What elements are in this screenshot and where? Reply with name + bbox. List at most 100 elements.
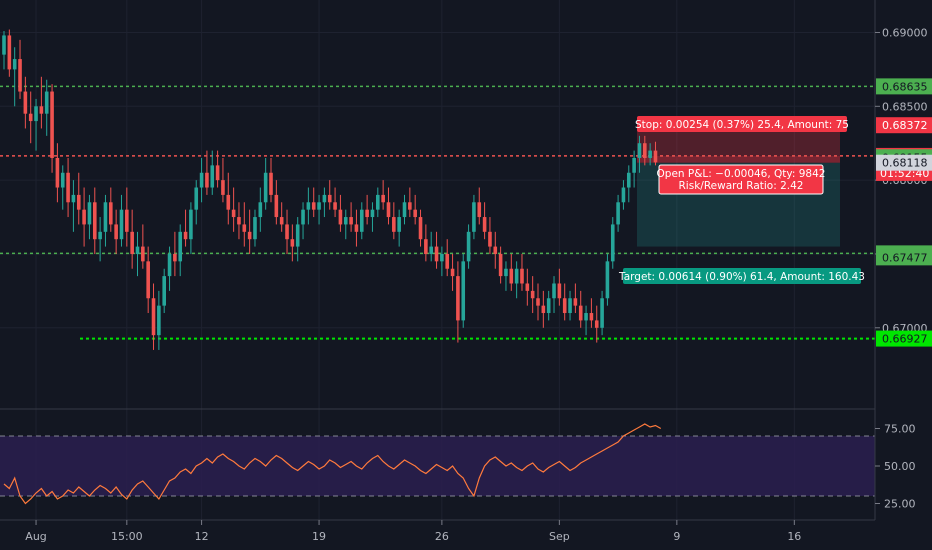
rr-label-text: Risk/Reward Ratio: 2.42 xyxy=(679,180,804,192)
candle-body xyxy=(295,224,300,247)
candles xyxy=(2,29,658,350)
time-tick-label: 26 xyxy=(435,530,449,543)
candle-body xyxy=(610,224,615,262)
candle-body xyxy=(546,298,551,314)
candle-body xyxy=(109,202,113,225)
candle-body xyxy=(327,194,332,203)
time-tick-label: Sep xyxy=(549,530,570,543)
candle-body xyxy=(2,35,6,55)
candle-body xyxy=(461,261,466,321)
candle-body xyxy=(424,239,428,254)
candle-body xyxy=(626,172,631,188)
candle-body xyxy=(359,209,364,232)
target-label[interactable]: Target: 0.00614 (0.90%) 61.4, Amount: 16… xyxy=(618,268,865,284)
candle-body xyxy=(621,187,626,203)
candle-body xyxy=(66,172,70,203)
candle-body xyxy=(98,231,102,240)
candle-body xyxy=(18,59,22,92)
candle-body xyxy=(514,268,519,284)
candle-body xyxy=(408,202,412,210)
candle-body xyxy=(71,194,76,203)
rsi-tick-label: 50.00 xyxy=(884,460,916,473)
candle-body xyxy=(135,246,140,254)
candle-body xyxy=(498,253,503,277)
candle-body xyxy=(311,202,316,210)
candle-body xyxy=(376,194,380,210)
candle-body xyxy=(488,231,492,247)
candle-body xyxy=(215,165,220,181)
candle-body xyxy=(584,313,588,321)
candle-body xyxy=(274,194,279,218)
candle-body xyxy=(530,290,535,299)
candle-body xyxy=(247,231,252,240)
candle-body xyxy=(55,157,60,188)
candle-body xyxy=(23,91,28,114)
candle-body xyxy=(258,202,263,218)
candle-body xyxy=(520,268,524,284)
candle-body xyxy=(301,209,305,225)
price-tick-label: 0.69000 xyxy=(882,26,928,39)
candle-body xyxy=(242,224,247,232)
candle-body xyxy=(183,231,188,240)
time-tick-label: 12 xyxy=(195,530,209,543)
candle-body xyxy=(173,253,177,262)
candle-body xyxy=(343,217,348,225)
target-label-text: Target: 0.00614 (0.90%) 61.4, Amount: 16… xyxy=(618,271,865,283)
candle-body xyxy=(386,202,391,218)
candle-body xyxy=(253,217,257,240)
level-badge-box xyxy=(876,330,932,347)
candle-body xyxy=(178,231,183,262)
level-badge-text: 0.68635 xyxy=(882,80,928,93)
rsi-band-fill xyxy=(0,436,875,496)
candle-body xyxy=(413,209,417,218)
candle-body xyxy=(141,246,145,262)
candle-body xyxy=(285,224,289,240)
price-badges: 0.686350.683720.6816401:52:400.681550.68… xyxy=(876,78,932,347)
candle-body xyxy=(44,91,49,114)
open-loss-zone xyxy=(637,155,840,163)
candle-body xyxy=(477,202,482,218)
candle-body xyxy=(103,202,108,232)
candle-body xyxy=(125,209,129,232)
candle-body xyxy=(365,209,369,218)
price-badge-text: 0.68118 xyxy=(882,157,928,170)
pnl-label-box xyxy=(658,164,824,195)
candle-body xyxy=(306,202,311,210)
candle-body xyxy=(87,202,92,225)
candle-body xyxy=(440,253,444,262)
candle-body xyxy=(573,298,578,306)
candle-body xyxy=(82,209,86,225)
stop-label-box xyxy=(637,116,847,132)
candle-body xyxy=(632,157,636,173)
candle-body xyxy=(226,194,231,210)
candle-body xyxy=(167,253,172,277)
candle-body xyxy=(429,246,433,254)
candle-body xyxy=(7,35,12,70)
level-badge-box xyxy=(876,78,932,95)
candle-body xyxy=(552,283,556,299)
candle-body xyxy=(594,320,599,328)
candle-body xyxy=(338,209,343,225)
candle-body xyxy=(525,283,530,291)
candle-body xyxy=(643,143,647,158)
level-badge-box xyxy=(876,249,932,266)
candle-body xyxy=(237,217,241,225)
rsi-line xyxy=(3,423,662,505)
candle-body xyxy=(493,246,498,254)
candle-body xyxy=(333,202,337,210)
rsi-tick-label: 25.00 xyxy=(884,498,916,511)
candle-body xyxy=(151,298,156,336)
candle-body xyxy=(648,150,652,158)
price-badge-box xyxy=(876,154,932,171)
candle-body xyxy=(370,209,375,218)
time-tick-label: 19 xyxy=(312,530,326,543)
candle-body xyxy=(157,305,161,336)
pnl-label[interactable]: Open P&L: −0.00046, Qty: 9842 Risk/Rewar… xyxy=(657,164,826,195)
candle-body xyxy=(189,209,193,240)
candle-body xyxy=(616,202,620,225)
candle-body xyxy=(50,91,54,158)
stop-label[interactable]: Stop: 0.00254 (0.37%) 25.4, Amount: 75 xyxy=(635,116,849,132)
candle-body xyxy=(162,276,166,306)
time-tick-label: 15:00 xyxy=(111,530,143,543)
